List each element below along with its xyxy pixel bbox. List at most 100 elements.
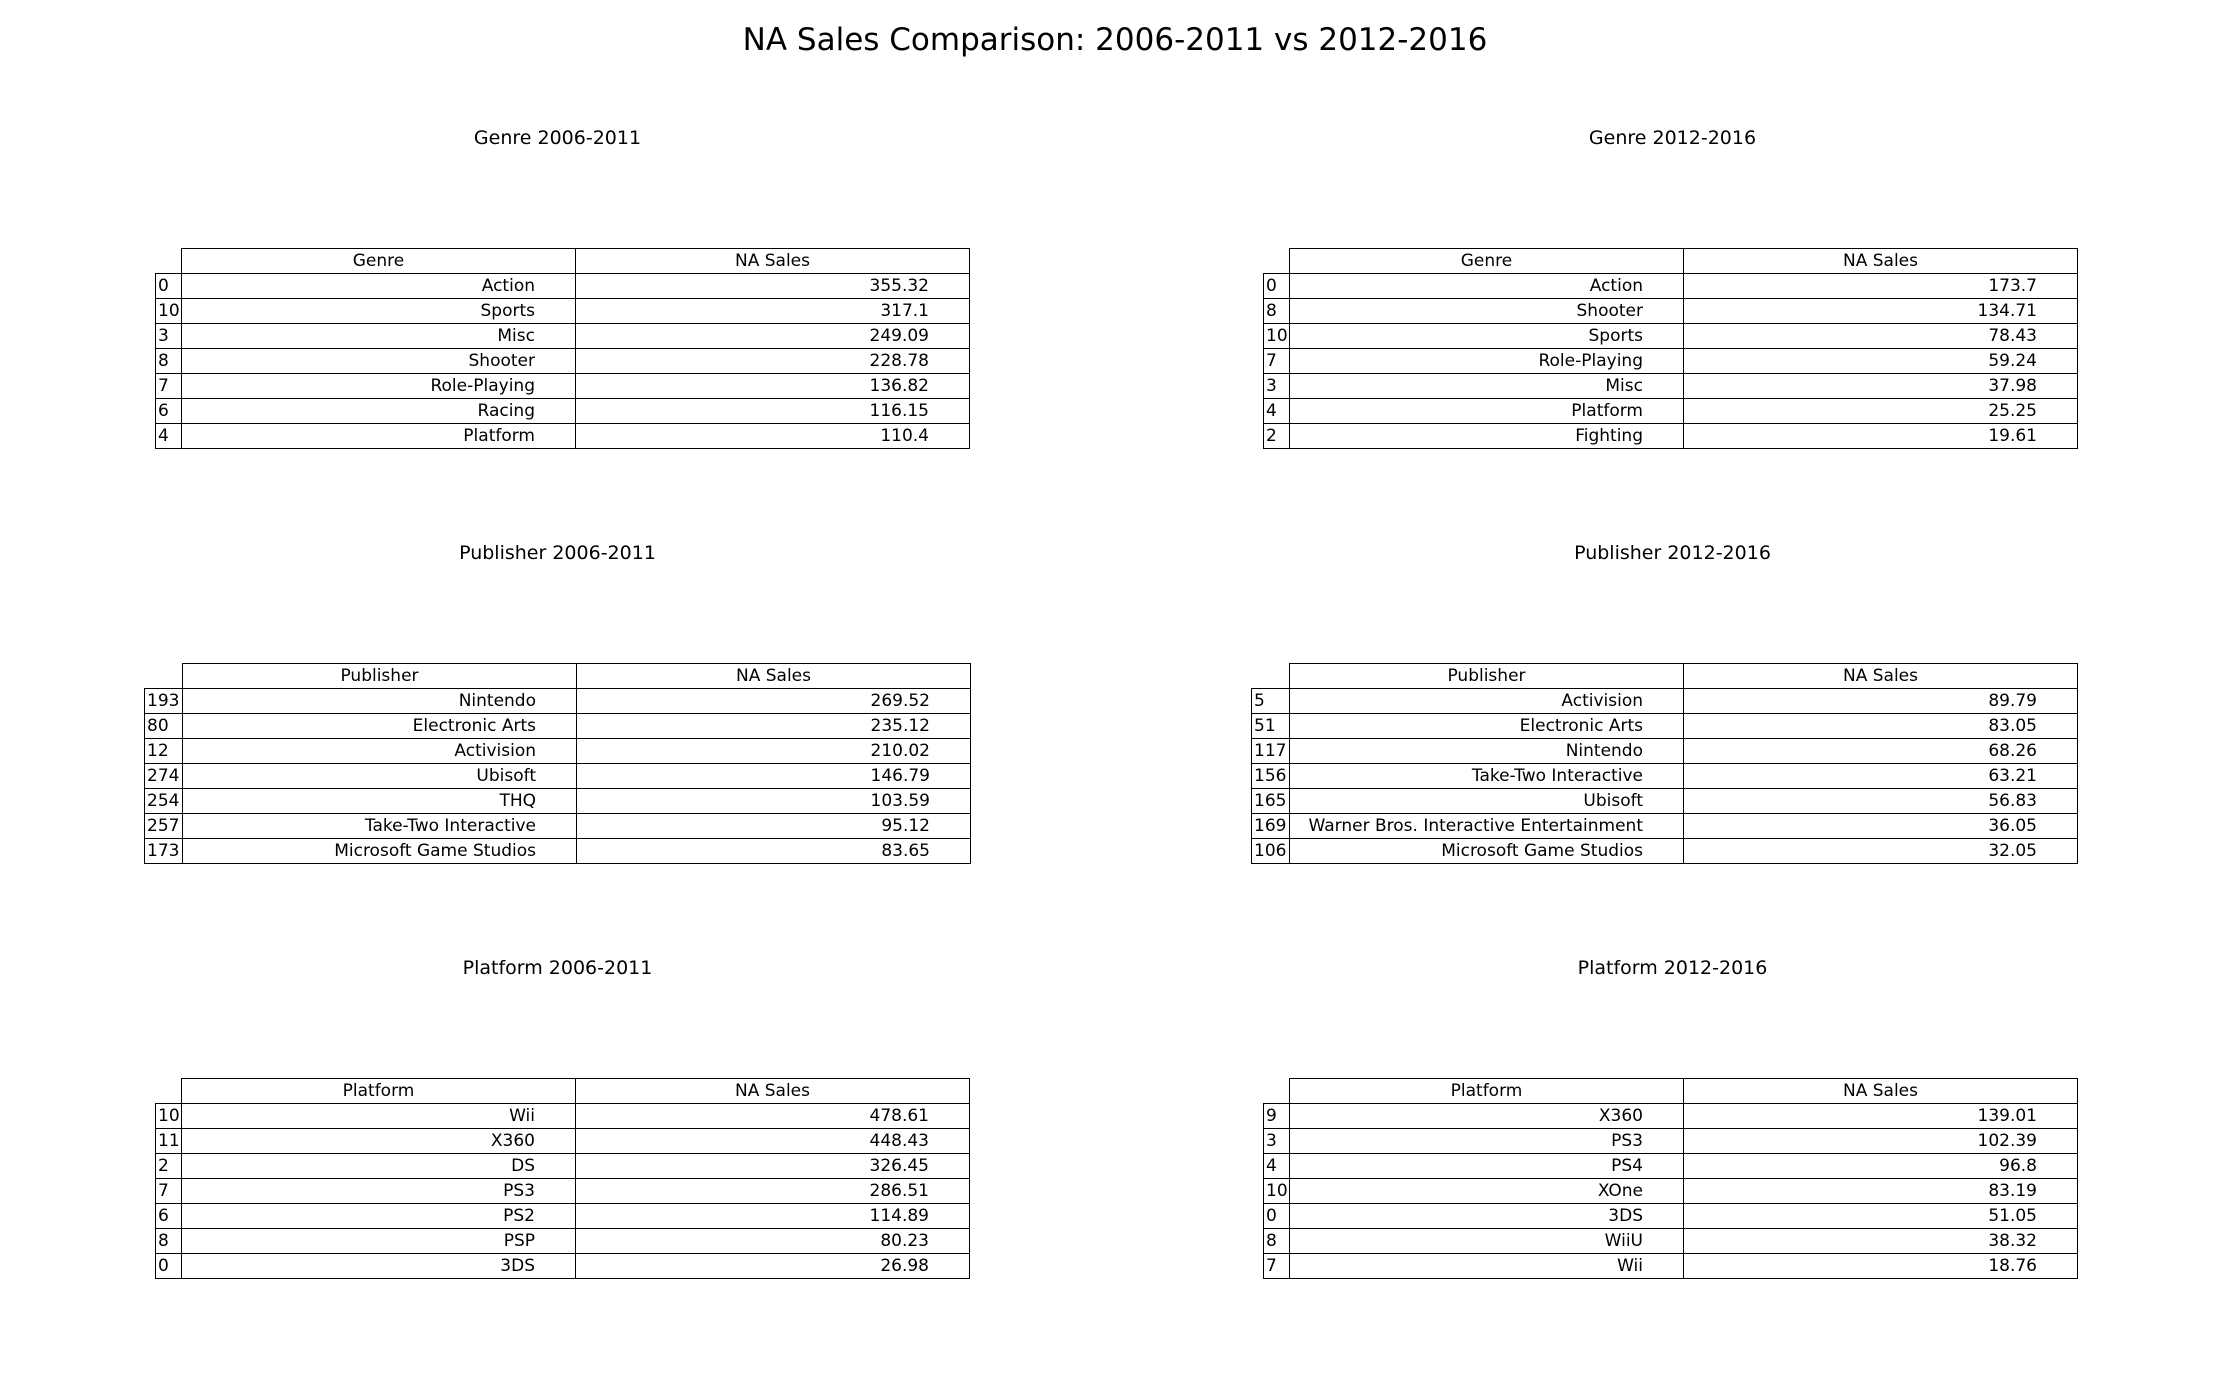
name-cell: X360 bbox=[181, 1128, 576, 1154]
sales-table: Platform NA Sales 10 Wii 478.61 11 X360 448.… bbox=[155, 1078, 970, 1279]
row-index: 8 bbox=[155, 1228, 182, 1254]
table-row: 8 Shooter 228.78 bbox=[155, 348, 970, 374]
row-index: 10 bbox=[155, 298, 182, 324]
value-cell: 210.02 bbox=[576, 738, 971, 764]
table-corner bbox=[1252, 664, 1290, 689]
table-row: 0 Action 355.32 bbox=[155, 273, 970, 299]
value-cell: 286.51 bbox=[575, 1178, 970, 1204]
row-index: 12 bbox=[144, 738, 183, 764]
panel-title: Genre 2006-2011 bbox=[473, 127, 642, 149]
row-index: 10 bbox=[155, 1103, 182, 1129]
row-index: 8 bbox=[1263, 1228, 1290, 1254]
table-row: 274 Ubisoft 146.79 bbox=[144, 763, 971, 789]
value-cell: 134.71 bbox=[1683, 298, 2078, 324]
value-cell: 68.26 bbox=[1683, 738, 2078, 764]
table-header-row: Publisher NA Sales bbox=[1252, 663, 2078, 689]
value-cell: 235.12 bbox=[576, 713, 971, 739]
name-cell: Role-Playing bbox=[1289, 348, 1684, 374]
name-cell: Microsoft Game Studios bbox=[1289, 838, 1684, 864]
table-row: 7 Wii 18.76 bbox=[1263, 1253, 2078, 1279]
table-row: 2 DS 326.45 bbox=[155, 1153, 970, 1179]
table-row: 12 Activision 210.02 bbox=[144, 738, 971, 764]
value-cell: 96.8 bbox=[1683, 1153, 2078, 1179]
name-cell: Wii bbox=[1289, 1253, 1684, 1279]
table-row: 6 Racing 116.15 bbox=[155, 398, 970, 424]
table-row: 8 PSP 80.23 bbox=[155, 1228, 970, 1254]
table-row: 10 XOne 83.19 bbox=[1263, 1178, 2078, 1204]
table-row: 8 Shooter 134.71 bbox=[1263, 298, 2078, 324]
value-cell: 36.05 bbox=[1683, 813, 2078, 839]
name-cell: XOne bbox=[1289, 1178, 1684, 1204]
table-row: 156 Take-Two Interactive 63.21 bbox=[1251, 763, 2078, 789]
table-row: 51 Electronic Arts 83.05 bbox=[1251, 713, 2078, 739]
column-header: NA Sales bbox=[575, 1078, 970, 1104]
value-cell: 478.61 bbox=[575, 1103, 970, 1129]
value-cell: 63.21 bbox=[1683, 763, 2078, 789]
table-header-row: Genre NA Sales bbox=[156, 248, 970, 274]
row-index: 4 bbox=[1263, 398, 1290, 424]
table-corner bbox=[156, 249, 182, 274]
row-index: 4 bbox=[1263, 1153, 1290, 1179]
row-index: 0 bbox=[155, 273, 182, 299]
name-cell: Activision bbox=[182, 738, 577, 764]
table-row: 193 Nintendo 269.52 bbox=[144, 688, 971, 714]
table-row: 0 3DS 26.98 bbox=[155, 1253, 970, 1279]
name-cell: WiiU bbox=[1289, 1228, 1684, 1254]
name-cell: Wii bbox=[181, 1103, 576, 1129]
row-index: 254 bbox=[144, 788, 183, 814]
row-index: 10 bbox=[1263, 323, 1290, 349]
table-row: 7 Role-Playing 59.24 bbox=[1263, 348, 2078, 374]
row-index: 8 bbox=[1263, 298, 1290, 324]
value-cell: 317.1 bbox=[575, 298, 970, 324]
column-header: Publisher bbox=[182, 663, 577, 689]
table-corner bbox=[1264, 1079, 1290, 1104]
name-cell: PS4 bbox=[1289, 1153, 1684, 1179]
column-header: NA Sales bbox=[1683, 663, 2078, 689]
value-cell: 83.05 bbox=[1683, 713, 2078, 739]
panel-publisher-2006-2011: Publisher 2006-2011 Publisher NA Sales 1… bbox=[0, 415, 1115, 864]
panel-title: Publisher 2012-2016 bbox=[1574, 542, 1771, 564]
name-cell: Nintendo bbox=[182, 688, 577, 714]
value-cell: 355.32 bbox=[575, 273, 970, 299]
name-cell: Shooter bbox=[181, 348, 576, 374]
name-cell: Racing bbox=[181, 398, 576, 424]
panel-title: Platform 2006-2011 bbox=[462, 957, 653, 979]
name-cell: Electronic Arts bbox=[182, 713, 577, 739]
name-cell: X360 bbox=[1289, 1103, 1684, 1129]
row-index: 193 bbox=[144, 688, 183, 714]
row-index: 7 bbox=[1263, 1253, 1290, 1279]
table-row: 3 Misc 37.98 bbox=[1263, 373, 2078, 399]
name-cell: Misc bbox=[1289, 373, 1684, 399]
table-header-row: Platform NA Sales bbox=[156, 1078, 970, 1104]
column-header: NA Sales bbox=[1683, 1078, 2078, 1104]
name-cell: Role-Playing bbox=[181, 373, 576, 399]
sales-table: Platform NA Sales 9 X360 139.01 3 PS3 102.39… bbox=[1263, 1078, 2078, 1279]
name-cell: THQ bbox=[182, 788, 577, 814]
value-cell: 116.15 bbox=[575, 398, 970, 424]
table-corner bbox=[156, 1079, 182, 1104]
table-row: 10 Wii 478.61 bbox=[155, 1103, 970, 1129]
value-cell: 89.79 bbox=[1683, 688, 2078, 714]
table-row: 5 Activision 89.79 bbox=[1251, 688, 2078, 714]
table-row: 7 Role-Playing 136.82 bbox=[155, 373, 970, 399]
table-row: 0 3DS 51.05 bbox=[1263, 1203, 2078, 1229]
value-cell: 228.78 bbox=[575, 348, 970, 374]
value-cell: 19.61 bbox=[1683, 423, 2078, 449]
value-cell: 38.32 bbox=[1683, 1228, 2078, 1254]
value-cell: 83.19 bbox=[1683, 1178, 2078, 1204]
row-index: 8 bbox=[155, 348, 182, 374]
column-header: Genre bbox=[1289, 248, 1684, 274]
name-cell: Action bbox=[181, 273, 576, 299]
value-cell: 26.98 bbox=[575, 1253, 970, 1279]
name-cell: Electronic Arts bbox=[1289, 713, 1684, 739]
name-cell: Platform bbox=[1289, 398, 1684, 424]
table-row: 4 PS4 96.8 bbox=[1263, 1153, 2078, 1179]
value-cell: 18.76 bbox=[1683, 1253, 2078, 1279]
table-row: 11 X360 448.43 bbox=[155, 1128, 970, 1154]
name-cell: Take-Two Interactive bbox=[1289, 763, 1684, 789]
value-cell: 269.52 bbox=[576, 688, 971, 714]
name-cell: PS2 bbox=[181, 1203, 576, 1229]
sales-table: Genre NA Sales 0 Action 355.32 10 Sports 317… bbox=[155, 248, 970, 449]
panel-title: Genre 2012-2016 bbox=[1588, 127, 1757, 149]
row-index: 4 bbox=[155, 423, 182, 449]
